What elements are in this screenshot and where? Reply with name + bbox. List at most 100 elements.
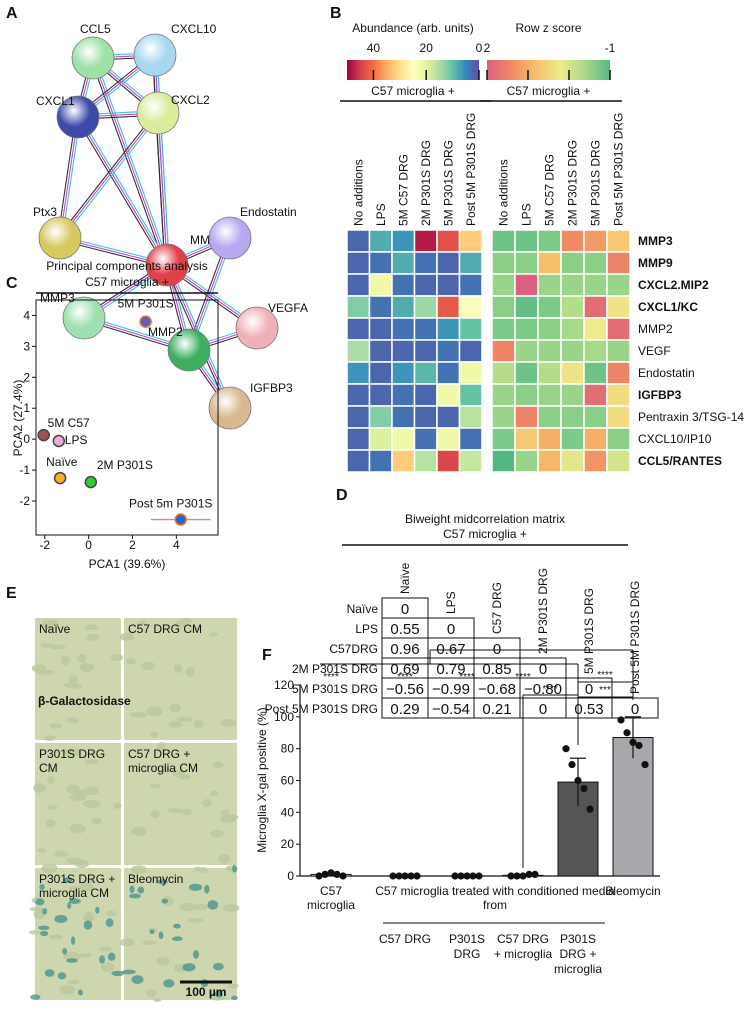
heatmap-cell <box>346 361 371 385</box>
y-tick-label: 60 <box>281 774 295 788</box>
network-edge <box>79 115 170 265</box>
network-edge <box>61 114 161 240</box>
point <box>641 760 649 769</box>
heatmap-cell <box>436 405 461 429</box>
column-label: 5M P301S DRG <box>441 140 455 226</box>
group-label: C57 microglia treated with conditioned m… <box>375 884 615 912</box>
colorbar-tick-label: 20 <box>420 41 434 55</box>
row-label: CCL5/RANTES <box>638 454 722 468</box>
heatmap-cell <box>391 273 416 297</box>
row-label: MMP2 <box>638 322 673 336</box>
heatmap-cell <box>537 229 562 253</box>
heatmap-cell <box>537 405 562 429</box>
cell <box>187 918 204 923</box>
heatmap-cell <box>391 295 416 319</box>
cell <box>208 632 219 637</box>
point <box>53 471 67 485</box>
stained-cell <box>232 864 238 873</box>
column-label: 2M P301S DRG <box>536 568 550 654</box>
heatmap-cell <box>346 317 371 341</box>
heatmap-cell <box>391 405 416 429</box>
row-label: Post 5M P301S DRG <box>265 702 378 716</box>
point <box>629 738 637 746</box>
heatmap-cell <box>606 405 631 429</box>
colorbar <box>347 60 479 80</box>
colorbar-tick-label: -1 <box>605 41 616 55</box>
significance: **** <box>459 672 475 683</box>
stained-cell <box>69 898 81 904</box>
heatmap-cell <box>514 449 539 473</box>
stained-cell <box>54 914 68 924</box>
heatmap-cell <box>491 383 516 407</box>
matrix-value: −0.99 <box>432 681 470 698</box>
micrograph-label: Naïve <box>39 622 71 636</box>
heatmap-cell <box>491 339 516 363</box>
x-tick-label: 0 <box>85 538 92 552</box>
heatmap-cell <box>346 251 371 275</box>
heatmap-cell <box>391 361 416 385</box>
cell <box>176 716 193 722</box>
matrix-value: 0.69 <box>390 661 419 678</box>
matrix-value: −0.68 <box>478 681 516 698</box>
x-tick-label: -2 <box>39 538 50 552</box>
cell <box>77 653 87 663</box>
cell <box>83 912 95 922</box>
stained-cell <box>71 936 76 945</box>
plot-frame <box>35 299 219 536</box>
cell <box>126 658 137 665</box>
matrix-value: 0.21 <box>482 701 511 718</box>
cell <box>67 979 80 985</box>
heatmap-cell <box>514 295 539 319</box>
cell <box>83 878 93 885</box>
matrix-value: 0 <box>447 621 455 638</box>
stained-cell <box>38 925 50 931</box>
point <box>401 872 409 880</box>
cell <box>157 742 166 751</box>
network-node <box>145 243 189 287</box>
cell <box>66 784 80 794</box>
heatmap-cell <box>491 251 516 275</box>
cell <box>69 793 87 802</box>
heatmap-cell <box>368 339 393 363</box>
heatmap-cell <box>560 361 585 385</box>
cell <box>222 904 240 913</box>
y-tick-label: -1 <box>19 463 30 477</box>
stained-cell <box>161 898 168 904</box>
cell <box>145 989 157 998</box>
point <box>139 315 152 328</box>
heatmap-cell <box>514 361 539 385</box>
heatmap-cell <box>458 229 483 253</box>
heatmap-cell <box>413 361 438 385</box>
y-tick-label: 120 <box>274 678 294 692</box>
network-node <box>136 91 180 135</box>
stained-cell <box>188 883 203 891</box>
matrix-value: 0 <box>539 661 547 678</box>
cell <box>85 633 100 641</box>
stained-cell <box>42 908 48 915</box>
stained-cell <box>131 975 144 984</box>
node-label: CXCL2 <box>171 93 210 107</box>
cell <box>85 624 99 631</box>
micrograph <box>124 618 237 740</box>
heatmap-cell <box>560 405 585 429</box>
heatmap-cell <box>560 449 585 473</box>
heatmap-cell <box>413 295 438 319</box>
micrograph <box>35 743 121 865</box>
column-label: 5M C57 DRG <box>396 154 410 226</box>
cell <box>41 619 59 630</box>
heatmap-cell <box>458 449 483 473</box>
heatmap-cell <box>560 295 585 319</box>
heatmap-cell <box>413 339 438 363</box>
matrix-value: 0.79 <box>436 661 465 678</box>
column-label: 2M P301S DRG <box>419 140 433 226</box>
heatmap-cell <box>436 427 461 451</box>
row-label: MMP9 <box>638 256 673 270</box>
column-label: 5M P301S DRG <box>582 588 596 674</box>
cell <box>40 643 53 648</box>
matrix-value: 0 <box>539 701 547 718</box>
point <box>413 872 421 880</box>
micrograph-label: P301S DRG + microglia CM <box>39 872 116 900</box>
heatmap-cell <box>368 273 393 297</box>
heatmap-cell <box>458 339 483 363</box>
point <box>327 869 335 877</box>
